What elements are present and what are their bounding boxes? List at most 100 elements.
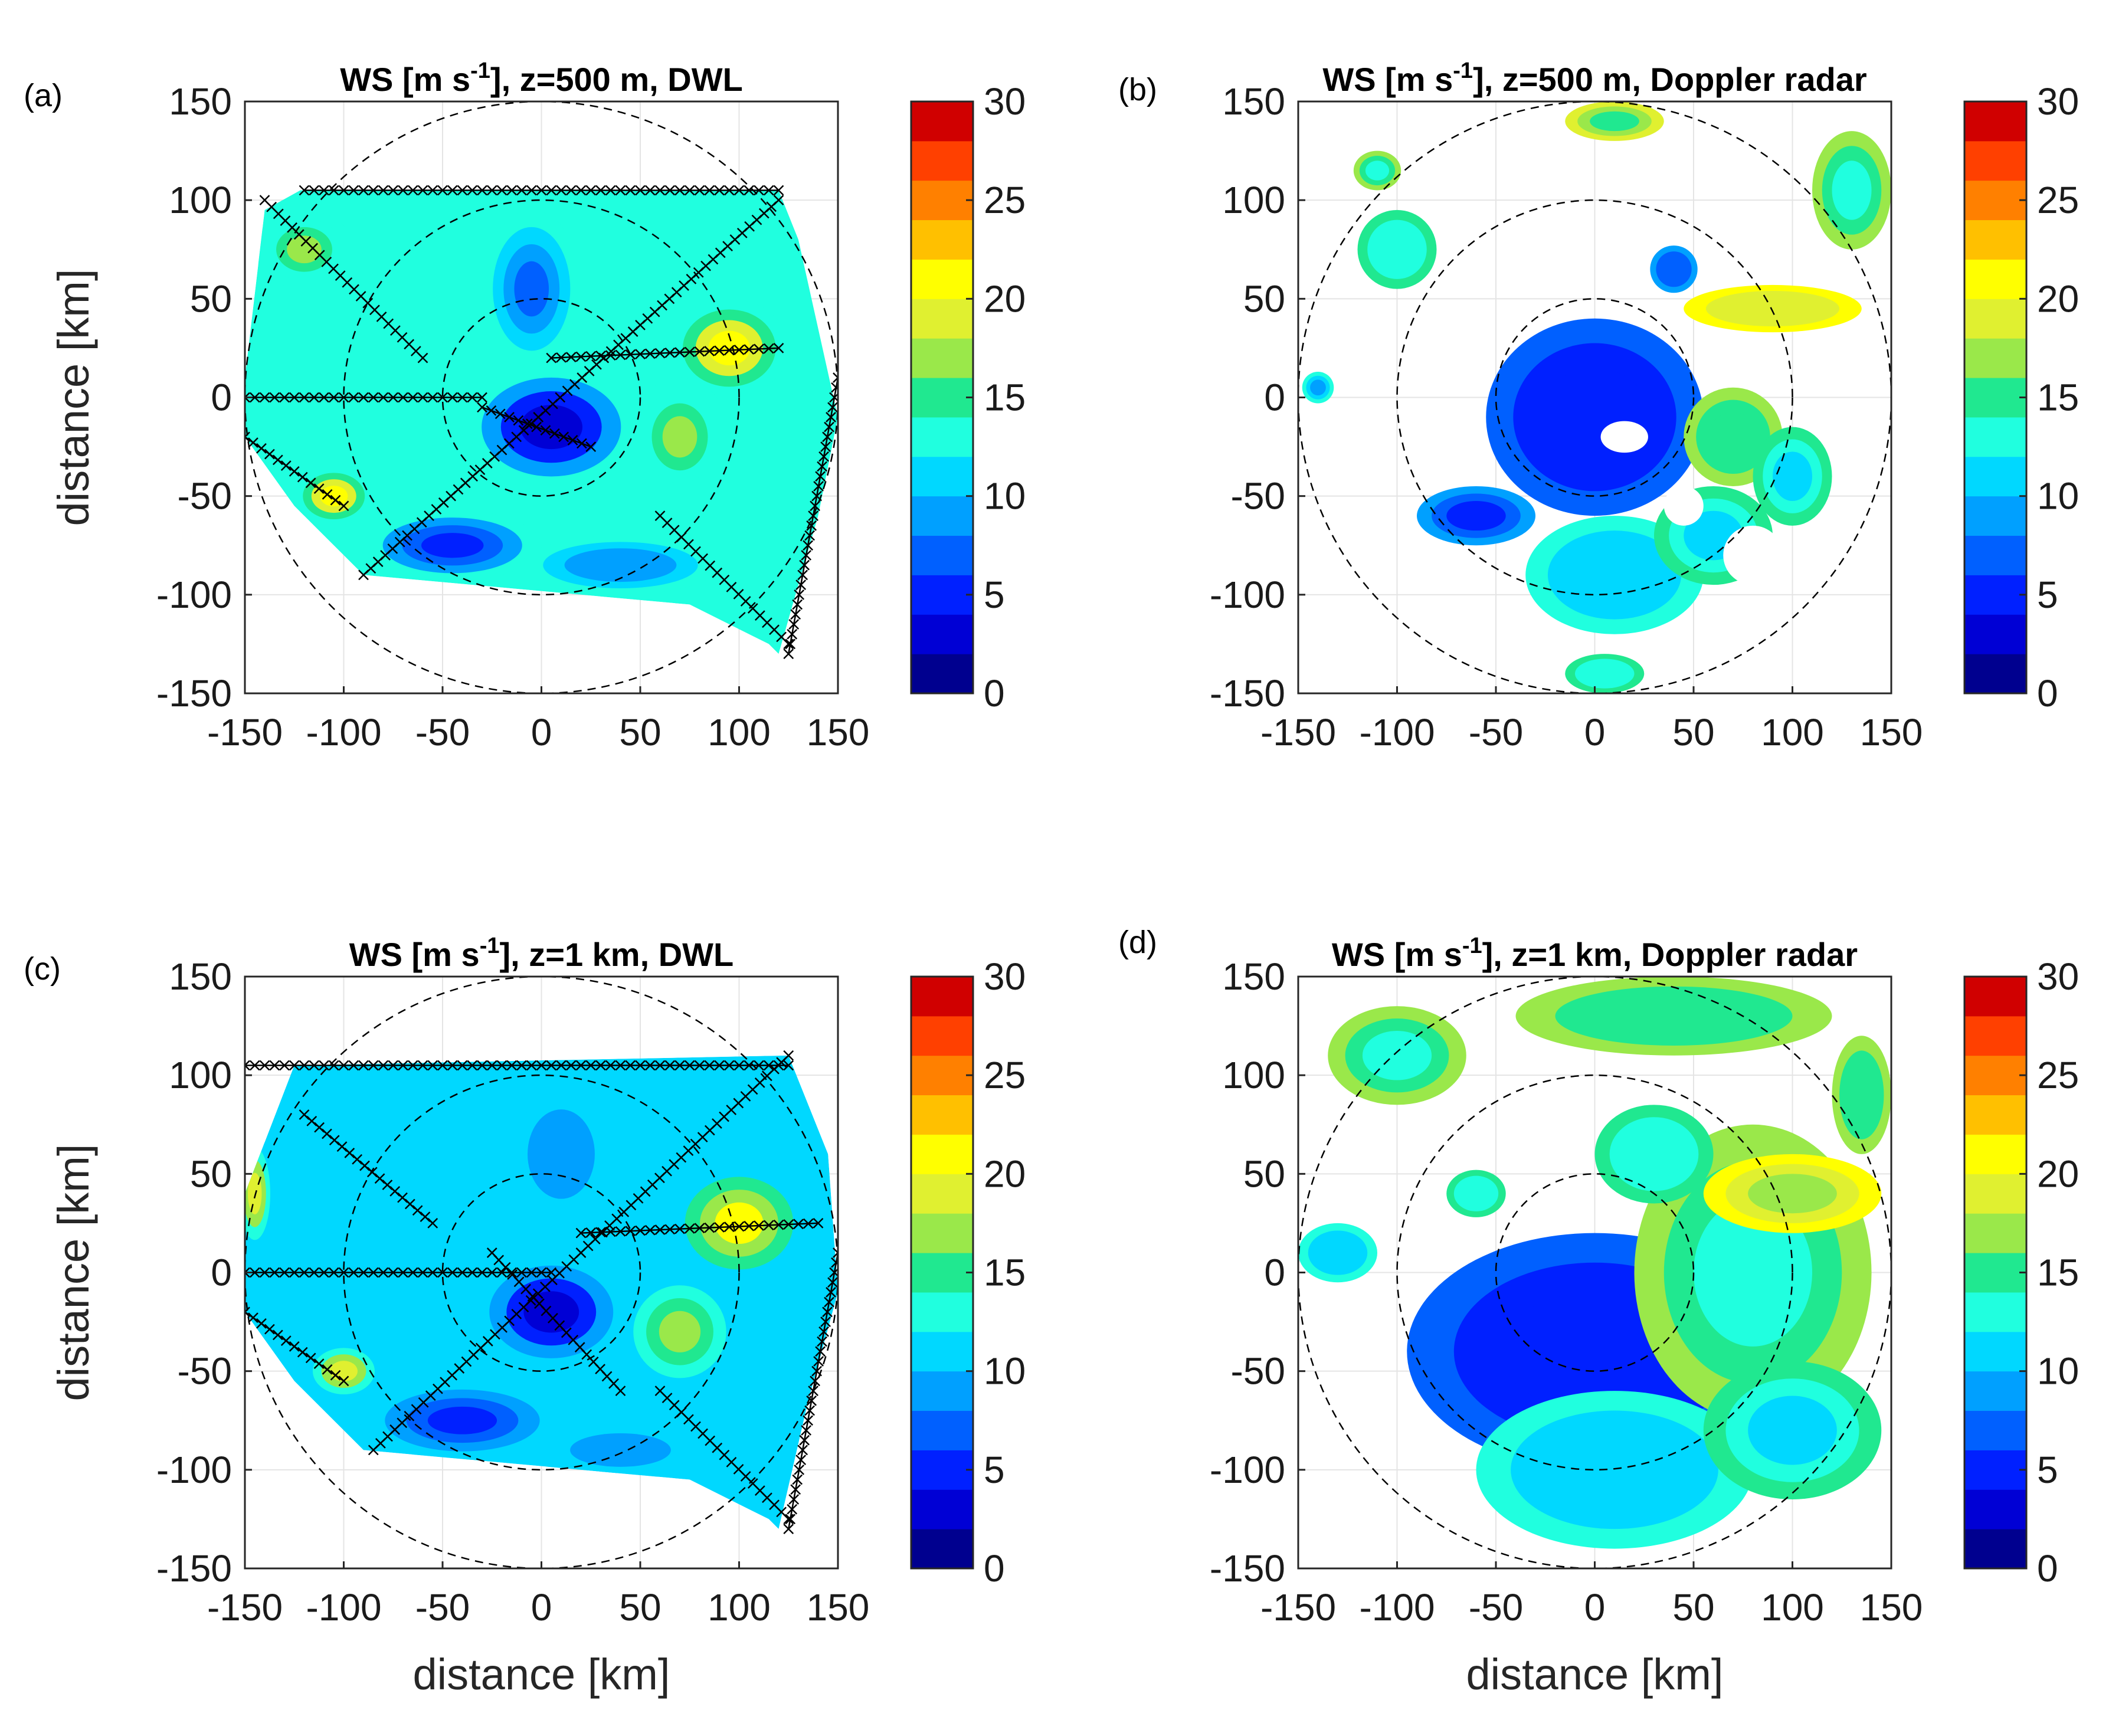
colorbar-segment bbox=[1964, 338, 2026, 378]
scan-point-marker bbox=[733, 185, 745, 196]
scan-point-marker bbox=[398, 1060, 408, 1071]
scan-point-marker bbox=[328, 1267, 339, 1278]
scan-point-marker bbox=[309, 392, 320, 403]
colorbar-segment bbox=[1964, 140, 2026, 181]
scan-point-marker bbox=[684, 346, 695, 358]
scan-point-marker bbox=[694, 185, 705, 196]
panel-d: -150 -100 -50 0 50 100 150150100500-50-100-150… bbox=[1118, 925, 2079, 1699]
colorbar: 30 25 20 15 10 5 0 bbox=[910, 955, 1026, 1590]
scan-point-marker bbox=[249, 1267, 260, 1278]
scan-point-marker bbox=[704, 1060, 715, 1071]
scan-point-marker bbox=[733, 1221, 745, 1232]
scan-point-marker bbox=[495, 408, 506, 420]
scan-point-marker bbox=[674, 1060, 685, 1071]
title-prefix: WS [m s bbox=[349, 936, 480, 973]
radar-ws-patch bbox=[1310, 379, 1326, 396]
title-suffix: ], z=500 m, DWL bbox=[490, 61, 743, 98]
scan-point-marker bbox=[378, 185, 389, 196]
colorbar-segment bbox=[1964, 1489, 2026, 1529]
colorbar-tick-label: 20 bbox=[984, 277, 1026, 320]
scan-point-marker bbox=[245, 1306, 250, 1318]
scan-point-marker bbox=[575, 1227, 587, 1239]
ws-field bbox=[245, 190, 838, 654]
x-tick-label: -100 bbox=[1359, 711, 1435, 754]
colorbar-tick-label: 10 bbox=[984, 1350, 1026, 1393]
scan-point-marker bbox=[306, 1115, 317, 1126]
scan-point-marker bbox=[417, 1267, 428, 1278]
scan-point-marker bbox=[313, 1358, 325, 1370]
x-tick-label: -150 bbox=[207, 711, 283, 754]
scan-point-marker bbox=[826, 412, 836, 422]
y-tick-label: -100 bbox=[1210, 574, 1285, 616]
x-tick-label: 50 bbox=[619, 1586, 661, 1629]
ws-contour bbox=[659, 1311, 701, 1352]
scan-point-marker bbox=[806, 1395, 817, 1406]
scan-point-marker bbox=[245, 392, 250, 403]
range-ring bbox=[441, 298, 641, 497]
colorbar-tick-label: 10 bbox=[2037, 1350, 2079, 1393]
scan-point-marker bbox=[818, 1326, 829, 1337]
scan-point-marker bbox=[625, 1060, 636, 1071]
colorbar-tick-label: 25 bbox=[2037, 1054, 2079, 1096]
x-tick-label: 100 bbox=[1761, 1586, 1824, 1629]
scan-point-marker bbox=[635, 1225, 646, 1236]
panel-letter: (c) bbox=[24, 951, 61, 987]
title-suffix: ], z=500 m, Doppler radar bbox=[1473, 61, 1867, 98]
scan-point-marker bbox=[407, 1267, 418, 1278]
y-tick-label: -150 bbox=[1210, 1547, 1285, 1590]
scan-point-marker bbox=[813, 1356, 824, 1367]
scan-point-marker bbox=[427, 1267, 438, 1278]
scan-point-marker bbox=[269, 1267, 280, 1278]
scan-point-marker bbox=[684, 1223, 695, 1234]
scan-point-marker bbox=[388, 1060, 399, 1071]
colorbar-tick-label: 20 bbox=[2037, 1152, 2079, 1195]
x-tick-label: -100 bbox=[306, 1586, 381, 1629]
x-tick-label: -100 bbox=[306, 711, 381, 754]
scan-point-marker bbox=[763, 1220, 774, 1231]
colorbar-tick-label: 10 bbox=[984, 475, 1026, 517]
panel-title: WS [m s-1], z=500 m, Doppler radar bbox=[1322, 58, 1866, 98]
scan-point-marker bbox=[486, 405, 497, 416]
scan-point-marker bbox=[299, 1267, 310, 1278]
scan-point-marker bbox=[763, 1060, 774, 1071]
scan-point-marker bbox=[556, 185, 566, 196]
scan-point-marker bbox=[457, 1060, 468, 1071]
scan-point-marker bbox=[447, 185, 458, 196]
ws-contour bbox=[589, 1439, 652, 1460]
range-ring bbox=[441, 1173, 641, 1372]
y-tick-label: 150 bbox=[1222, 955, 1285, 998]
scan-point-marker bbox=[575, 185, 587, 196]
colorbar-segment bbox=[911, 1016, 973, 1056]
x-axis-label: distance [km] bbox=[1466, 1650, 1724, 1699]
radar-ws-patch bbox=[1377, 230, 1417, 270]
colorbar-segment bbox=[1964, 1253, 2026, 1293]
scan-point-marker bbox=[382, 1180, 393, 1190]
x-tick-label: -150 bbox=[207, 1586, 283, 1629]
scan-point-marker bbox=[536, 185, 547, 196]
scan-point-marker bbox=[790, 609, 801, 620]
scan-point-marker bbox=[338, 185, 349, 196]
scan-point-marker bbox=[358, 392, 369, 403]
title-prefix: WS [m s bbox=[1332, 936, 1462, 973]
scan-point-marker bbox=[348, 185, 359, 196]
scan-point-marker bbox=[368, 1267, 379, 1278]
ws-contour bbox=[514, 261, 549, 317]
y-axis-label: distance [km] bbox=[49, 269, 98, 526]
y-tick-label: 50 bbox=[1243, 1152, 1285, 1195]
y-tick-label: -50 bbox=[178, 1350, 232, 1393]
scan-point-marker bbox=[328, 1060, 339, 1071]
colorbar-tick-label: 15 bbox=[984, 1252, 1026, 1294]
colorbar-tick-label: 30 bbox=[2037, 955, 2079, 998]
colorbar-segment bbox=[911, 1292, 973, 1332]
scan-point-marker bbox=[813, 1218, 824, 1229]
scan-point-marker bbox=[427, 392, 438, 403]
colorbar: 30 25 20 15 10 5 0 bbox=[1963, 955, 2079, 1590]
scan-point-marker bbox=[565, 1060, 577, 1071]
scan-point-marker bbox=[797, 569, 808, 581]
title-prefix: WS [m s bbox=[340, 61, 470, 98]
colorbar-segment bbox=[1964, 259, 2026, 299]
x-tick-label: 100 bbox=[708, 711, 771, 754]
scan-point-marker bbox=[366, 1167, 378, 1178]
colorbar-segment bbox=[911, 140, 973, 181]
x-tick-label: 50 bbox=[1672, 711, 1714, 754]
